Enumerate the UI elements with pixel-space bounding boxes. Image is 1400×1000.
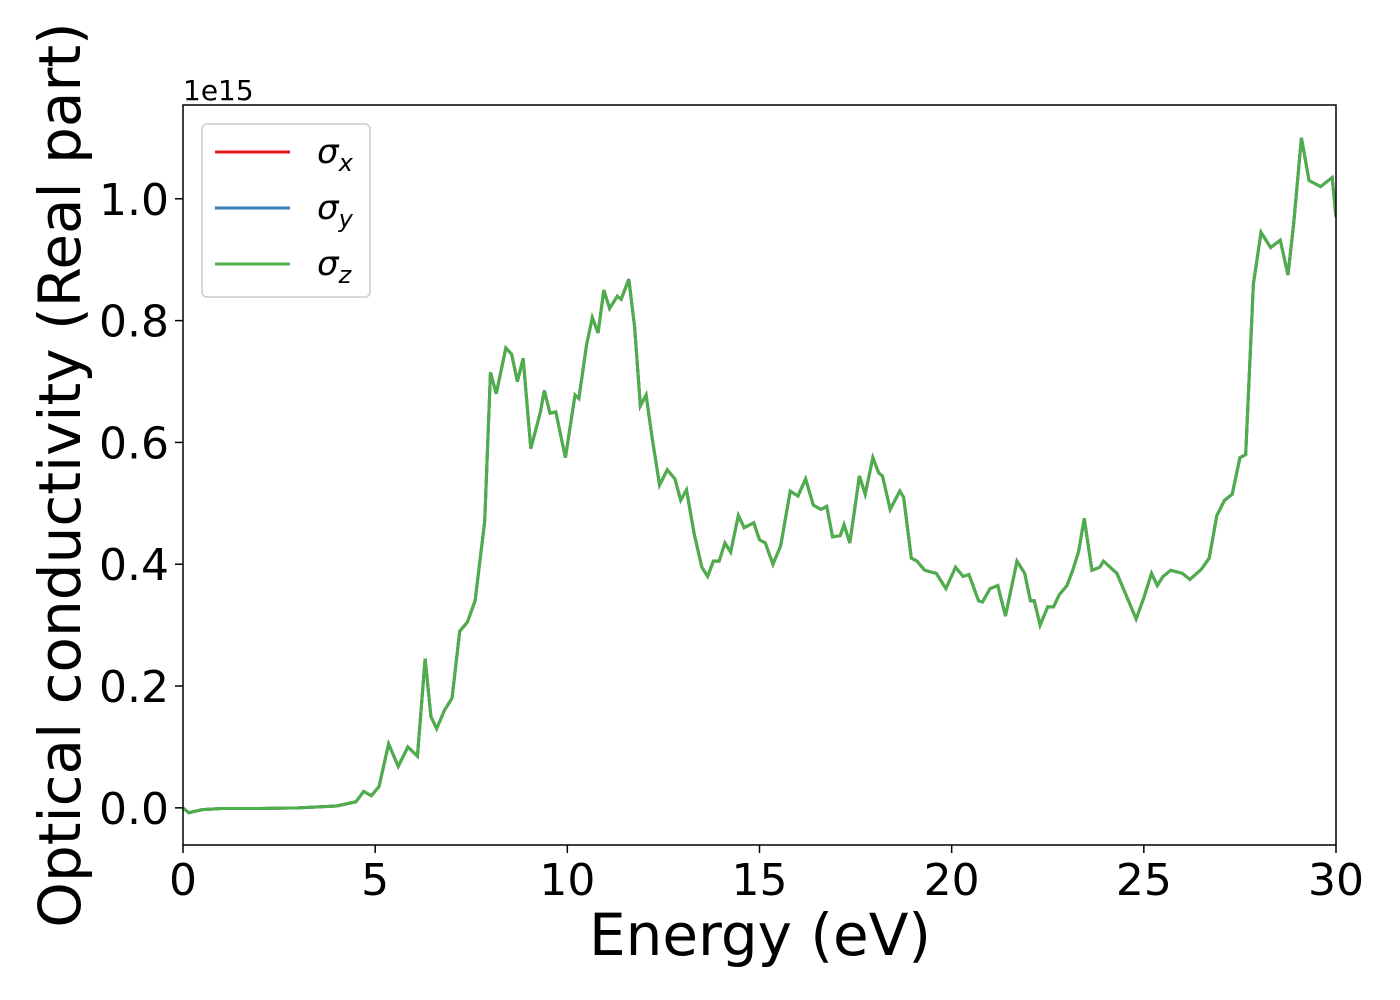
series-line <box>183 137 1336 815</box>
x-tick-label: 0 <box>169 855 197 906</box>
plot-frame <box>182 104 1337 846</box>
x-tick-label: 10 <box>539 855 595 906</box>
x-tick-label: 30 <box>1308 855 1364 906</box>
legend-label: σx <box>317 132 354 177</box>
x-axis-label: Energy (eV) <box>589 901 931 969</box>
y-tick-label: 1.0 <box>99 175 169 226</box>
y-tick-label: 0.8 <box>99 297 169 348</box>
y-tick-label: 0.6 <box>99 418 169 469</box>
x-tick-label: 25 <box>1116 855 1172 906</box>
y-tick-label: 0.2 <box>99 662 169 713</box>
x-tick-label: 5 <box>361 855 389 906</box>
y-offset-label: 1e15 <box>183 74 254 107</box>
legend-label: σy <box>317 188 354 233</box>
y-tick-label: 0.4 <box>99 540 169 591</box>
legend-label: σz <box>317 244 353 289</box>
legend-box <box>201 123 371 298</box>
x-tick-label: 20 <box>924 855 980 906</box>
y-axis-label: Optical conductivity (Real part) <box>26 22 94 927</box>
y-tick-label: 0.0 <box>99 784 169 835</box>
x-tick-label: 15 <box>732 855 788 906</box>
